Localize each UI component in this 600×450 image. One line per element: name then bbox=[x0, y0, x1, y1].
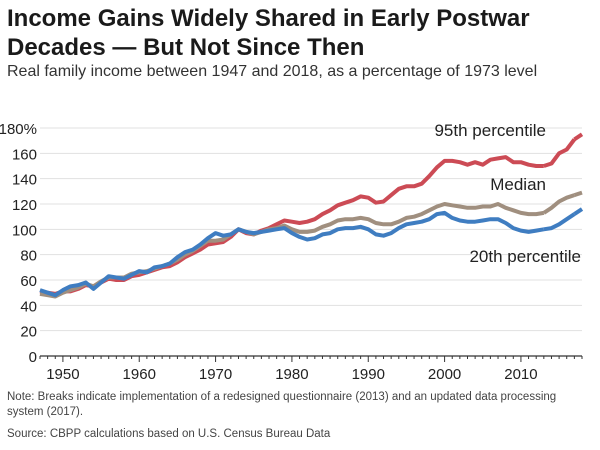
x-tick-label: 1970 bbox=[199, 366, 232, 383]
series-line bbox=[573, 207, 584, 216]
x-axis: 1950 1960 1970 1980 1990 2000 2010 bbox=[39, 355, 583, 383]
x-tick-label: 1960 bbox=[123, 366, 156, 383]
chart-subtitle: Real family income between 1947 and 2018… bbox=[7, 63, 538, 80]
y-tick-label: 140 bbox=[12, 172, 37, 189]
series-line bbox=[39, 210, 545, 298]
series-line bbox=[573, 132, 584, 142]
y-tick-label: 100 bbox=[12, 222, 37, 239]
series-line bbox=[543, 138, 576, 168]
x-tick-label: 1950 bbox=[46, 366, 79, 383]
series-label: 20th percentile bbox=[469, 247, 581, 266]
series-line bbox=[542, 193, 576, 215]
y-tick-label: 80 bbox=[20, 248, 37, 265]
y-tick-label: 180% bbox=[0, 121, 37, 138]
y-tick-label: 40 bbox=[20, 298, 37, 315]
x-tick-label: 1980 bbox=[275, 366, 308, 383]
series-line bbox=[39, 202, 545, 299]
y-tick-label: 60 bbox=[20, 273, 37, 290]
series-label: Median bbox=[490, 175, 546, 194]
chart-title: Income Gains Widely Shared in Early Post… bbox=[7, 5, 530, 61]
series-label: 95th percentile bbox=[434, 121, 546, 140]
series-line bbox=[543, 212, 576, 232]
y-tick-label: 120 bbox=[12, 197, 37, 214]
y-tick-label: 160 bbox=[12, 146, 37, 163]
series-lines bbox=[39, 132, 584, 299]
series-labels: 95th percentile Median 20th percentile bbox=[434, 121, 581, 266]
chart-note: Note: Breaks indicate implementation of … bbox=[7, 391, 557, 418]
y-tick-label: 0 bbox=[29, 349, 37, 366]
chart-source: Source: CBPP calculations based on U.S. … bbox=[7, 428, 331, 440]
x-tick-label: 2010 bbox=[504, 366, 537, 383]
y-tick-label: 20 bbox=[20, 324, 37, 341]
x-tick-label: 2000 bbox=[428, 366, 461, 383]
series-line bbox=[39, 155, 544, 296]
series-line bbox=[573, 190, 583, 197]
y-axis-tick-labels: 0 20 40 60 80 100 120 140 160 180% bbox=[0, 121, 37, 366]
x-tick-label: 1990 bbox=[352, 366, 385, 383]
